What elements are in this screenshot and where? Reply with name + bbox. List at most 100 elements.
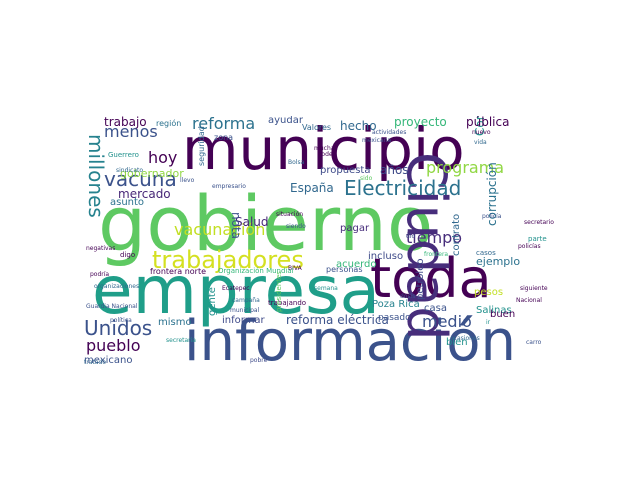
word: informar xyxy=(222,315,265,326)
word: dio xyxy=(406,233,416,240)
word: reforma xyxy=(192,116,256,133)
word: Guardia Nacional xyxy=(86,303,138,310)
word: Ecatepec xyxy=(222,285,250,292)
word: frontera norte xyxy=(150,267,206,276)
word: sindicato xyxy=(116,167,144,174)
word: programa xyxy=(426,158,505,177)
word: región xyxy=(156,119,182,128)
word: pobre xyxy=(250,357,268,364)
word: pasado xyxy=(378,313,411,323)
word: trabajadores xyxy=(152,246,304,274)
word: tratado xyxy=(84,359,107,366)
word: mercado xyxy=(118,187,171,201)
word: millones xyxy=(84,134,108,218)
word: gobierno xyxy=(98,179,434,268)
word: gobernador xyxy=(120,167,184,180)
word: actividades xyxy=(372,129,407,136)
word: muchas xyxy=(314,145,338,152)
word: carro xyxy=(526,339,542,346)
word-cloud: gobierno empresa información municipio t… xyxy=(80,116,560,368)
word: pagar xyxy=(340,223,370,234)
word: casa xyxy=(424,303,447,314)
word: asunto xyxy=(110,197,145,208)
word: Bolsa xyxy=(288,159,305,166)
word: municipal xyxy=(230,307,260,314)
word: vida xyxy=(474,139,487,146)
word: menos xyxy=(104,122,158,141)
word: tiempo xyxy=(406,228,463,247)
word: gente xyxy=(207,287,218,316)
word: Salinas xyxy=(476,305,512,316)
word: policía xyxy=(482,213,502,220)
word: pueblo xyxy=(86,336,141,355)
word: negativas xyxy=(86,245,116,252)
word: incluso xyxy=(368,251,404,262)
word: secretaria xyxy=(166,337,196,344)
word: contrato xyxy=(451,213,462,256)
word: mexicano xyxy=(84,355,133,366)
word: pública xyxy=(466,116,510,129)
word: ir xyxy=(486,319,491,326)
word: Poder xyxy=(318,151,336,158)
word: vacunación xyxy=(174,220,266,239)
word: España xyxy=(290,181,334,195)
word: empresario xyxy=(212,183,246,190)
word: dosis xyxy=(400,293,416,300)
word: Nacional xyxy=(516,297,542,304)
word: mexicana xyxy=(362,137,392,144)
word: Poza Rica xyxy=(372,299,420,310)
word: presidentes xyxy=(275,271,283,312)
word: situación xyxy=(276,211,304,218)
word: siguiente xyxy=(520,285,548,292)
word: seguridad xyxy=(197,126,206,166)
word: frontera xyxy=(424,251,449,258)
word: toda xyxy=(370,247,492,310)
word: información xyxy=(184,309,517,369)
word: Guerrero xyxy=(108,151,139,159)
word: Organización Mundial xyxy=(218,267,294,275)
word: ejemplo xyxy=(476,255,521,268)
word: años xyxy=(380,163,409,177)
word: campaña xyxy=(232,297,260,304)
word: Salud xyxy=(235,215,269,229)
word: empresa xyxy=(92,252,380,329)
word: policías xyxy=(518,243,541,250)
word: propuesta xyxy=(320,165,371,176)
word: trabajo xyxy=(104,116,147,129)
word: mismo xyxy=(158,317,192,328)
word: política xyxy=(110,317,132,324)
word: zona xyxy=(214,133,234,142)
word: bien xyxy=(446,337,468,348)
word: organizaciones xyxy=(94,283,140,290)
word: petróleo xyxy=(415,258,426,300)
word: trabajando xyxy=(268,299,307,307)
word: secretario xyxy=(524,219,554,226)
word: parte xyxy=(528,235,547,243)
word: BIVA xyxy=(288,265,302,272)
word: Valores xyxy=(302,123,332,132)
word: vacuna xyxy=(104,167,177,191)
word: ocasiones xyxy=(450,335,480,342)
word: Unidos xyxy=(84,316,153,340)
word: sido xyxy=(360,175,373,182)
word: buen xyxy=(490,309,516,320)
word: pesos xyxy=(474,287,504,298)
word: Electricidad xyxy=(344,176,462,200)
word: semana xyxy=(314,285,338,292)
word: nuevo xyxy=(472,129,491,136)
word: reforma eléctrica xyxy=(286,313,389,327)
word: medio xyxy=(422,312,472,331)
word: ayudar xyxy=(268,116,303,126)
word: acuerdo xyxy=(336,259,377,270)
word: hoy xyxy=(148,148,178,167)
word: personas xyxy=(326,265,363,274)
word: municipio xyxy=(182,116,465,183)
word: digo xyxy=(120,251,136,259)
word: proyecto xyxy=(394,116,447,129)
word: llevo xyxy=(180,177,195,184)
word: casos xyxy=(476,249,496,257)
word: nota xyxy=(229,212,243,240)
word: siendo xyxy=(286,223,306,230)
word: hecho xyxy=(340,119,377,133)
word: podría xyxy=(90,271,110,278)
